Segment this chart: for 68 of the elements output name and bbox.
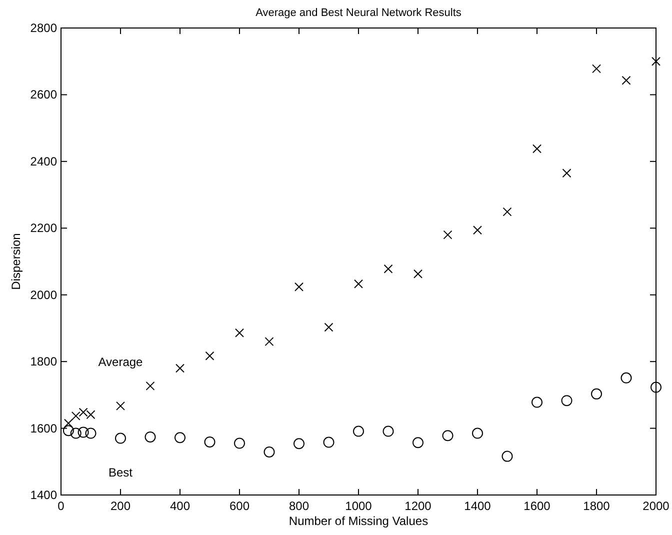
x-tick-label: 1600	[524, 499, 551, 513]
point	[294, 438, 304, 450]
point	[384, 264, 393, 274]
y-tick-label: 2200	[30, 221, 58, 236]
series-label: Average	[98, 354, 144, 369]
x-tick-label: 0	[58, 499, 65, 513]
x-tick-label: 800	[288, 499, 310, 513]
point	[116, 401, 125, 410]
point	[115, 432, 126, 444]
x-tick-label: 1400	[464, 499, 492, 513]
x-tick-label: 600	[229, 499, 250, 513]
point	[473, 226, 482, 235]
y-tick-label: 2400	[30, 154, 58, 168]
point	[532, 144, 542, 154]
point	[235, 328, 244, 338]
point	[562, 168, 572, 178]
point	[652, 56, 660, 66]
y-tick-label: 1600	[30, 421, 58, 436]
point	[64, 418, 73, 428]
point	[294, 282, 304, 292]
point	[502, 450, 513, 462]
text: Best	[108, 465, 134, 480]
x-axis-title: Number of Missing Values	[288, 514, 428, 528]
point	[176, 364, 184, 373]
point	[592, 64, 601, 74]
point	[144, 431, 156, 442]
point	[71, 411, 80, 420]
point	[622, 76, 631, 85]
point	[382, 426, 394, 437]
point	[354, 279, 363, 288]
x-tick-label: 1000	[345, 499, 372, 513]
point	[264, 446, 275, 458]
y-tick-label: 2600	[30, 88, 58, 102]
point	[561, 395, 572, 406]
point	[264, 337, 274, 346]
point	[532, 396, 542, 408]
point	[323, 436, 334, 448]
chart-title: Average and Best Neural Network Results	[256, 7, 462, 19]
y-tick-label: 1400	[30, 488, 58, 502]
point	[204, 436, 216, 448]
point	[324, 322, 334, 332]
point	[620, 372, 632, 384]
x-tick-label: 1200	[404, 499, 432, 513]
x-tick-label: 400	[170, 499, 190, 513]
y-tick-label: 2000	[30, 288, 58, 302]
point	[502, 207, 512, 216]
point	[443, 230, 452, 240]
point	[85, 428, 96, 439]
x-tick-label: 1800	[583, 499, 610, 513]
point	[472, 428, 483, 439]
x-tick-label: 2000	[642, 499, 670, 513]
y-tick-label: 1800	[30, 354, 58, 369]
point	[591, 388, 602, 400]
point	[414, 269, 422, 278]
point	[650, 382, 662, 393]
point	[234, 438, 245, 449]
point	[412, 437, 424, 448]
point	[353, 426, 364, 437]
point	[78, 426, 89, 438]
point	[146, 381, 155, 390]
y-tick-label: 2800	[30, 21, 58, 35]
point	[442, 430, 454, 442]
point	[174, 432, 186, 444]
y-axis-title: Dispersion	[9, 233, 23, 290]
point	[70, 428, 82, 439]
point	[62, 425, 74, 436]
x-tick-label: 200	[110, 499, 131, 513]
point	[205, 351, 214, 360]
